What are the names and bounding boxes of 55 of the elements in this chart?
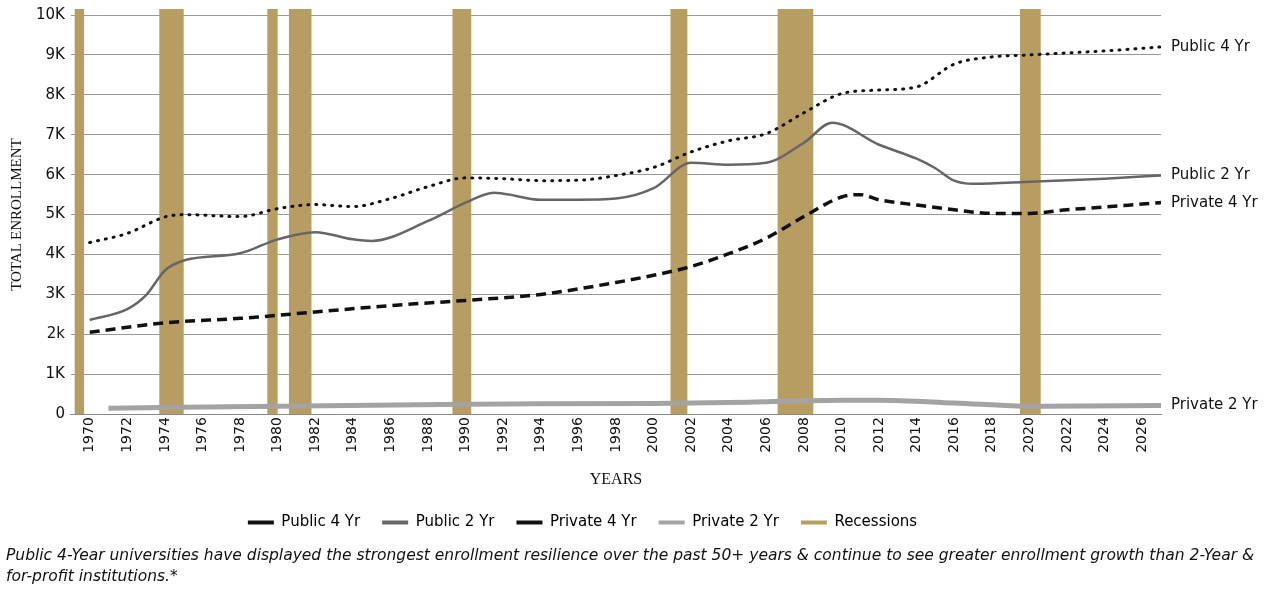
y-tick-label: 5K <box>45 204 67 223</box>
x-tick-label: 1986 <box>381 417 398 453</box>
y-tick-label: 3K <box>45 284 67 303</box>
x-tick-label: 1972 <box>117 417 134 453</box>
y-tick-label: 4K <box>45 244 67 263</box>
x-tick-label: 2002 <box>681 417 698 453</box>
legend-label: Public 4 Yr <box>281 512 361 531</box>
y-tick-label: 2k <box>46 324 66 343</box>
x-tick-label: 1978 <box>230 417 247 453</box>
legend-label: Private 4 Yr <box>549 512 638 531</box>
x-tick-label: 2008 <box>794 417 811 453</box>
x-tick-label: 2016 <box>944 417 961 453</box>
x-tick-label: 2026 <box>1132 417 1149 453</box>
text: Private 4 Yr <box>1171 192 1258 211</box>
y-tick-label: 8K <box>45 84 67 103</box>
x-tick-label: 2014 <box>907 417 924 453</box>
x-tick-label: 1998 <box>606 417 623 453</box>
legend-label: Private 2 Yr <box>692 512 780 531</box>
x-tick-label: 2024 <box>1095 417 1112 453</box>
y-tick-label: 1K <box>45 364 67 383</box>
x-tick-label: 2018 <box>982 417 999 453</box>
x-tick-label: 2012 <box>869 417 886 453</box>
line-series <box>87 192 1161 335</box>
x-tick-label: 2000 <box>644 417 661 453</box>
x-tick-label: 2010 <box>832 417 849 453</box>
x-tick-label: 2020 <box>1020 417 1037 453</box>
legend-label: Recessions <box>834 512 918 531</box>
text: Private 2 Yr <box>1171 395 1258 414</box>
x-tick-label: 1984 <box>343 417 360 453</box>
x-axis-title: YEARS <box>589 469 643 487</box>
x-tick-label: 1988 <box>418 417 435 453</box>
y-tick-label: 6K <box>45 164 67 183</box>
text: Public 4 Yr <box>1171 36 1250 55</box>
x-tick-label: 2006 <box>756 417 773 453</box>
x-tick-label: 1994 <box>531 417 548 453</box>
x-tick-label: 1976 <box>193 417 210 453</box>
y-tick-label: 9K <box>45 44 67 63</box>
y-tick-label: 7K <box>45 124 67 143</box>
x-tick-label: 1970 <box>80 417 97 453</box>
text: Public 4-Year universities have displayed the strongest enrollment resilience over the past 50+ years & continue to see greater enrollment growth than 2-Year & for-profit institutions.* <box>6 545 1256 587</box>
x-tick-label: 1980 <box>268 417 285 453</box>
x-tick-label: 2004 <box>719 417 736 453</box>
x-tick-label: 1990 <box>456 417 473 453</box>
text: Public 2 Yr <box>1171 165 1250 184</box>
y-axis-title: TOTAL ENROLLMENT <box>7 138 24 291</box>
y-tick-label: 10K <box>35 4 67 23</box>
x-tick-label: 2022 <box>1057 417 1074 453</box>
x-tick-label: 1996 <box>569 417 586 453</box>
x-tick-label: 1982 <box>305 417 322 453</box>
legend-label: Public 2 Yr <box>415 512 496 531</box>
line-series <box>88 45 1161 245</box>
y-tick-label: 0 <box>55 404 65 423</box>
x-tick-label: 1992 <box>493 417 510 453</box>
x-tick-label: 1974 <box>155 417 172 453</box>
line-series <box>88 121 1161 322</box>
